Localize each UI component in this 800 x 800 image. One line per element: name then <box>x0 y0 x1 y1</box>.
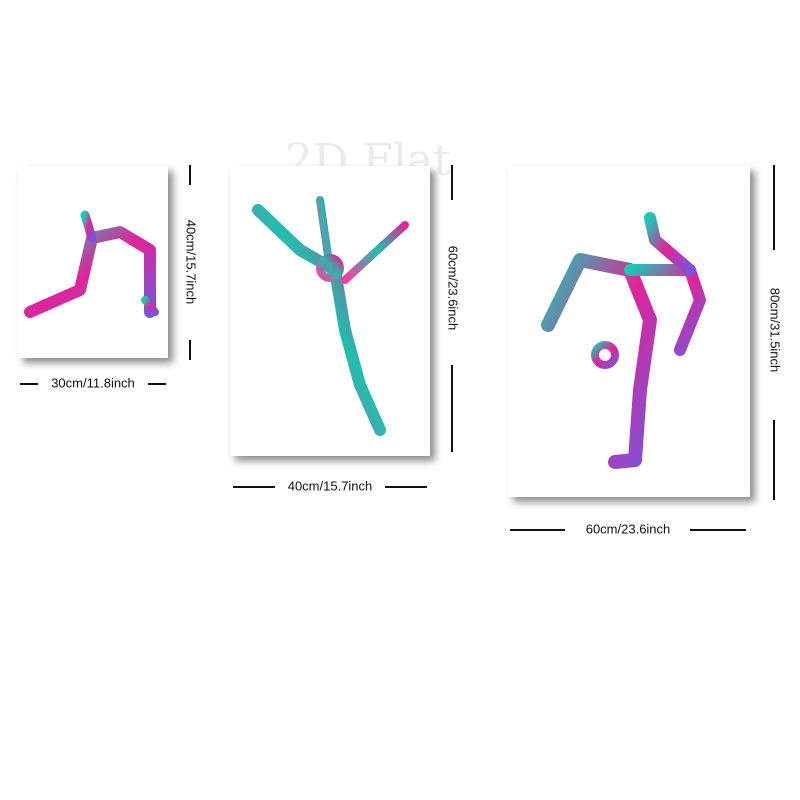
width-label: 60cm/23.6inch <box>586 521 671 536</box>
width-label: 40cm/15.7inch <box>288 478 373 493</box>
print-frame <box>18 166 168 358</box>
height-label: 40cm/15.7inch <box>184 220 199 305</box>
width-label: 30cm/11.8inch <box>51 375 135 390</box>
gymnast-art <box>24 210 159 318</box>
gymnast-art <box>252 196 409 436</box>
height-label: 80cm/31.5inch <box>768 288 783 373</box>
gymnast-art <box>541 212 706 469</box>
height-label: 60cm/23.6inch <box>446 246 461 331</box>
